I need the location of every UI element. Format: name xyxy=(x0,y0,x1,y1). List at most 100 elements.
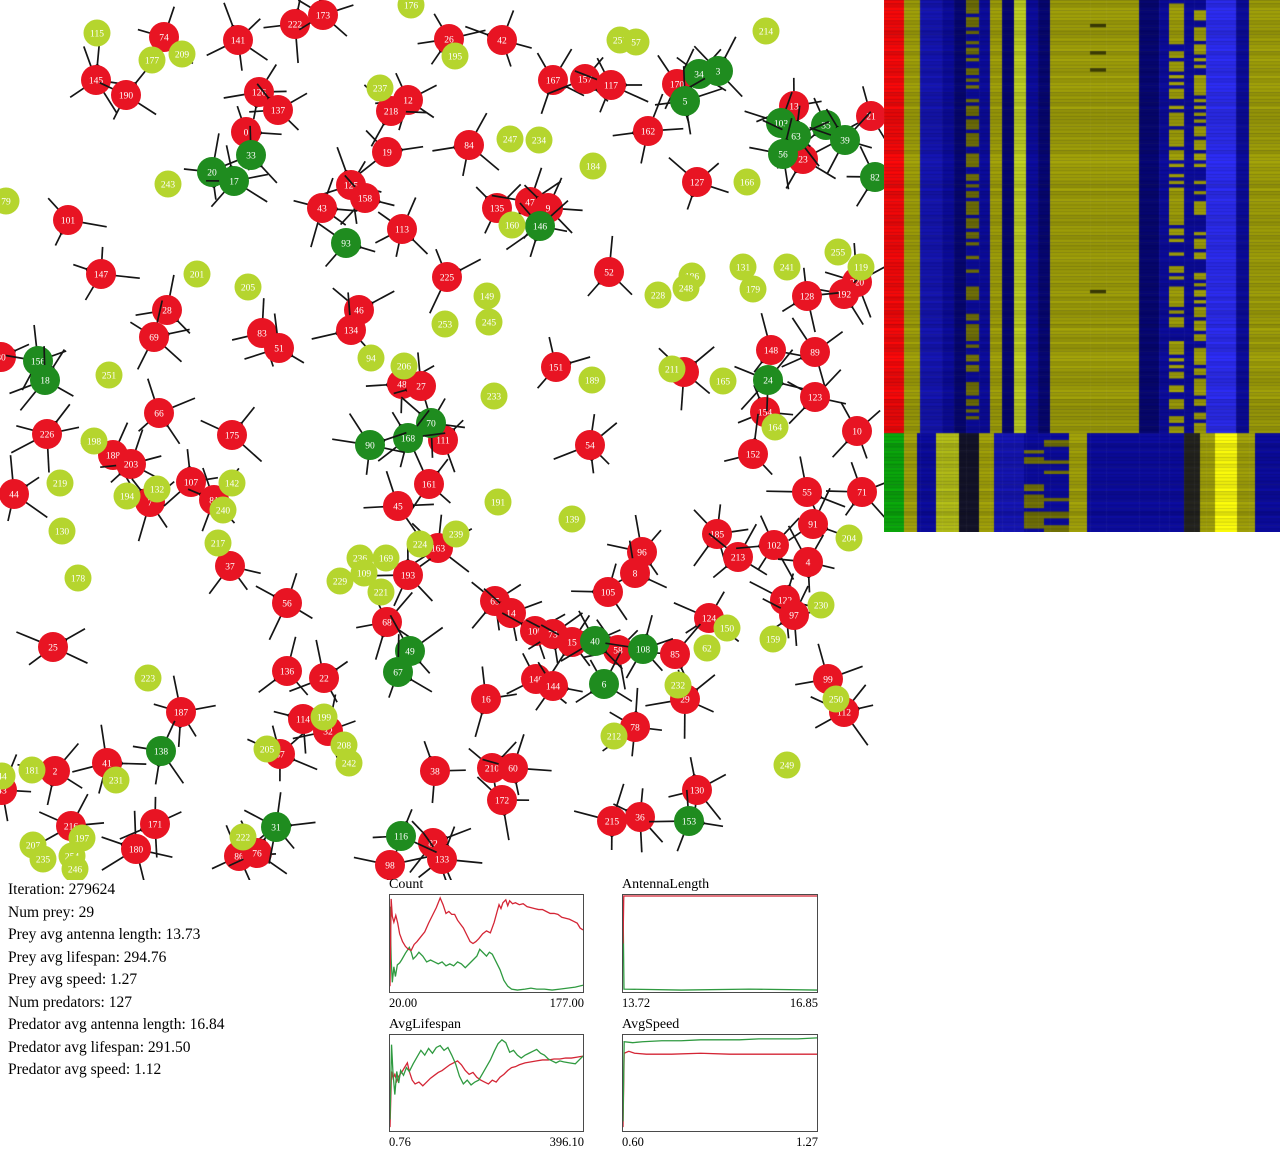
predator-agent[interactable]: 89 xyxy=(781,317,844,390)
predator-agent[interactable]: 42 xyxy=(465,10,532,67)
agent-body xyxy=(393,560,423,590)
prey-agent[interactable]: 31 xyxy=(243,792,316,864)
prey-agent[interactable]: 93 xyxy=(318,222,376,268)
predator-agent[interactable]: 51 xyxy=(244,313,305,364)
predator-agent[interactable]: 147 xyxy=(73,246,140,301)
prey-agent[interactable]: 70 xyxy=(400,396,466,458)
predator-agent[interactable]: 151 xyxy=(536,336,591,389)
agent-body xyxy=(622,28,650,56)
prey-agent[interactable]: 39 xyxy=(809,108,873,175)
prey-agent[interactable]: 24 xyxy=(734,349,804,412)
prey-agent[interactable]: 5 xyxy=(654,66,723,135)
agent-id-label: 12 xyxy=(403,96,413,106)
predator-agent[interactable]: 180 xyxy=(101,810,173,880)
series-prey xyxy=(390,907,583,990)
prey-agent[interactable]: 67 xyxy=(383,634,433,698)
predator-agent[interactable]: 161 xyxy=(410,449,451,512)
predator-agent[interactable]: 84 xyxy=(432,112,500,177)
predator-agent[interactable]: 126 xyxy=(223,64,287,120)
predator-agent[interactable]: 225 xyxy=(429,248,482,314)
predator-agent[interactable]: 71 xyxy=(825,461,884,518)
prey-agent[interactable]: 138 xyxy=(132,720,185,785)
predator-agent[interactable]: 45 xyxy=(363,470,434,532)
predator-agent[interactable]: 136 xyxy=(258,636,309,696)
predator-agent[interactable]: 137 xyxy=(249,83,308,131)
predator-agent[interactable]: 203 xyxy=(100,429,162,484)
agent-body xyxy=(366,74,394,102)
predator-agent[interactable]: 175 xyxy=(200,406,263,463)
predator-agent[interactable]: 55 xyxy=(766,456,846,521)
predator-agent[interactable]: 102 xyxy=(736,515,800,580)
prey-agent[interactable]: 40 xyxy=(560,610,624,670)
prey-agent[interactable]: 82 xyxy=(846,146,884,207)
predator-agent[interactable]: 56 xyxy=(255,572,313,641)
predator-agent[interactable]: 172 xyxy=(476,776,530,841)
predator-agent[interactable]: 52 xyxy=(587,235,633,297)
predator-agent[interactable]: 36 xyxy=(613,788,664,853)
predator-agent[interactable]: 113 xyxy=(375,197,429,257)
prey-agent[interactable]: 108 xyxy=(605,614,674,679)
predator-agent[interactable]: 134 xyxy=(311,292,371,352)
predator-agent[interactable]: 27 xyxy=(393,352,436,425)
predator-agent[interactable]: 145 xyxy=(69,41,133,114)
predator-agent[interactable]: 152 xyxy=(723,413,773,476)
prey-agent[interactable]: 33 xyxy=(223,125,278,184)
prey-agent[interactable]: 168 xyxy=(377,409,446,468)
prey-agent[interactable]: 18 xyxy=(9,346,74,411)
predator-agent[interactable]: 30 xyxy=(0,342,30,395)
predator-agent[interactable]: 16 xyxy=(471,666,517,738)
predator-agent[interactable]: 127 xyxy=(668,156,729,210)
predator-agent[interactable]: 44 xyxy=(0,455,48,522)
predator-agent[interactable]: 60 xyxy=(482,734,552,796)
predator-agent[interactable]: 162 xyxy=(612,93,684,164)
predator-agent[interactable]: 187 xyxy=(153,675,216,747)
predator-agent[interactable]: 157 xyxy=(546,56,609,102)
predator-agent[interactable]: 21 xyxy=(837,86,884,142)
predator-agent[interactable]: 171 xyxy=(119,796,182,858)
predator-agent[interactable]: 41 xyxy=(72,724,147,794)
predator-agent[interactable]: 25 xyxy=(16,627,88,666)
predator-agent[interactable]: 54 xyxy=(553,413,618,474)
predator-agent[interactable]: 10 xyxy=(831,401,881,459)
predator-agent[interactable]: 128 xyxy=(781,267,839,333)
predator-agent[interactable]: 213 xyxy=(708,523,768,579)
prey-agent[interactable]: 6 xyxy=(575,652,633,704)
predator-agent[interactable]: 22 xyxy=(289,639,349,703)
prey-agent[interactable]: 3 xyxy=(686,36,743,98)
prey-agent[interactable]: 146 xyxy=(505,199,569,258)
predator-agent[interactable]: 190 xyxy=(99,64,157,120)
predator-agent[interactable]: 117 xyxy=(574,57,649,113)
prey-agent[interactable]: 116 xyxy=(372,808,437,854)
predator-agent[interactable]: 193 xyxy=(375,544,434,607)
predator-agent[interactable]: 2 xyxy=(17,742,83,806)
prey-agent[interactable]: 153 xyxy=(649,789,724,852)
predator-agent[interactable]: 28 xyxy=(135,274,191,334)
prey-agent[interactable]: 17 xyxy=(205,145,269,208)
predator-agent[interactable]: 66 xyxy=(138,378,196,445)
predator-agent[interactable]: 123 xyxy=(787,369,847,425)
predator-agent[interactable]: 38 xyxy=(420,740,466,804)
predator-agent[interactable]: 101 xyxy=(47,197,107,246)
predator-agent[interactable]: 19 xyxy=(356,129,424,177)
predator-agent[interactable]: 148 xyxy=(753,312,803,373)
predator-agent[interactable]: 69 xyxy=(129,300,190,370)
predator-agent[interactable]: 226 xyxy=(10,403,80,473)
predator-agent[interactable]: 8 xyxy=(608,540,668,589)
predator-agent[interactable]: 141 xyxy=(206,2,268,71)
predator-agent[interactable]: 4 xyxy=(777,525,835,593)
predator-agent[interactable]: 43 xyxy=(293,177,358,248)
agent-body xyxy=(575,430,605,460)
predator-agent[interactable]: 14 xyxy=(483,587,543,642)
prey-agent[interactable]: 56 xyxy=(749,117,798,190)
prey-agent[interactable]: 90 xyxy=(332,413,407,475)
predator-agent[interactable]: 215 xyxy=(573,783,627,851)
predator-agent[interactable]: 167 xyxy=(536,48,585,115)
predator-agent[interactable]: 173 xyxy=(297,0,354,37)
predator-agent[interactable]: 91 xyxy=(788,487,851,542)
predator-agent[interactable]: 222 xyxy=(263,0,311,64)
predator-agent[interactable]: 144 xyxy=(535,661,583,711)
predator-agent[interactable]: 158 xyxy=(339,174,395,226)
predator-agent[interactable]: 185 xyxy=(693,504,749,567)
predator-agent[interactable]: 105 xyxy=(571,563,628,621)
